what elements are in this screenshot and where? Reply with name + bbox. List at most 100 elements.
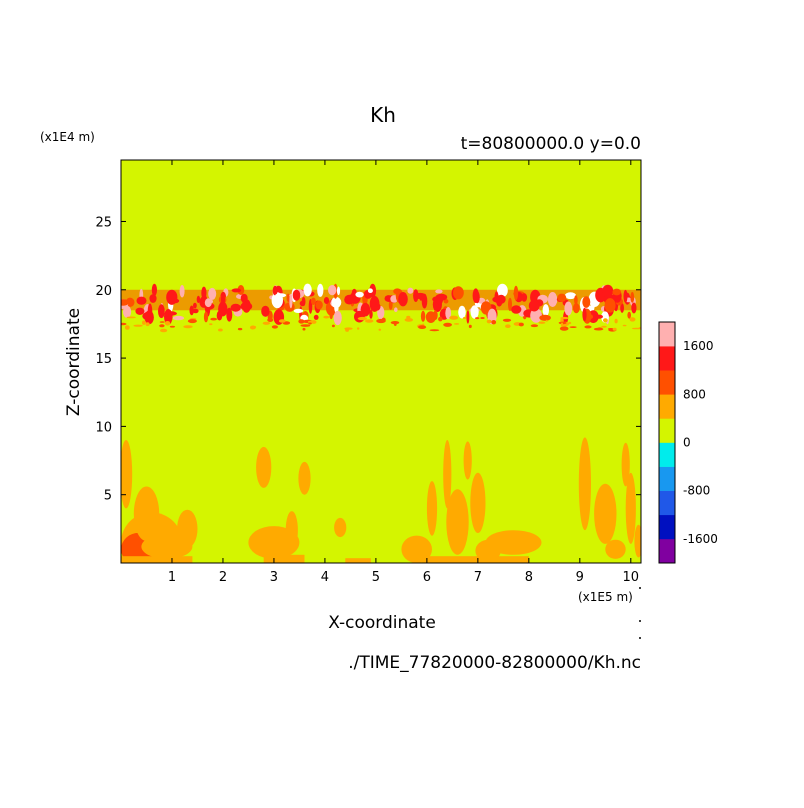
band-fragment [486, 319, 492, 324]
colorbar-segment [659, 394, 675, 419]
band-eddy [623, 289, 628, 303]
band-eddy [351, 288, 357, 299]
band-eddy [582, 307, 587, 322]
band-eddy [313, 314, 319, 320]
band-fragment [568, 321, 572, 325]
x-tick-label: 9 [576, 570, 584, 585]
band-fragment [209, 323, 213, 326]
band-fragment [210, 317, 218, 321]
band-eddy [612, 288, 621, 296]
band-fragment [480, 317, 485, 319]
band-fragment [468, 324, 472, 329]
band-fragment [449, 315, 459, 320]
band-fragment [629, 317, 636, 322]
band-fragment [218, 328, 223, 332]
band-eddy [511, 305, 522, 314]
band-eddy [453, 286, 464, 300]
band-fragment [502, 318, 512, 322]
colorbar-tick-label: 0 [683, 436, 691, 450]
band-fragment [249, 325, 256, 330]
band-fragment [569, 326, 577, 328]
band-fragment [418, 325, 427, 329]
band-eddy [470, 305, 479, 319]
y-axis-unit: (x1E4 m) [40, 130, 95, 144]
band-fragment [638, 327, 641, 329]
band-eddy [179, 285, 185, 298]
band-eddy [289, 293, 293, 309]
band-fragment [475, 317, 480, 320]
band-eddy [135, 307, 145, 315]
band-fragment [124, 325, 130, 330]
plume-contour [133, 486, 160, 542]
band-fragment [267, 318, 274, 322]
band-fragment [145, 322, 150, 327]
colorbar-tick-label: -800 [683, 484, 710, 498]
colorbar-segment [659, 322, 675, 347]
band-eddy [328, 285, 337, 296]
plume-contour [121, 440, 133, 509]
band-eddy [407, 287, 414, 294]
band-fragment [454, 323, 460, 325]
band-eddy [369, 295, 380, 312]
plume-contour [443, 440, 452, 509]
plume-contour [334, 517, 347, 538]
band-eddy [508, 297, 512, 312]
band-eddy [367, 288, 373, 294]
band-fragment [300, 324, 311, 327]
band-fragment [187, 319, 197, 324]
band-eddy [151, 283, 157, 297]
band-fragment [262, 321, 271, 325]
band-fragment [133, 324, 143, 327]
band-eddy [311, 297, 316, 305]
band-fragment [491, 320, 497, 325]
band-eddy [196, 295, 201, 303]
colorbar-frame [658, 321, 676, 564]
plume-contour [594, 483, 617, 544]
band-fragment [302, 327, 306, 331]
colorbar-segment [659, 490, 675, 516]
x-tick-label: 8 [525, 570, 533, 585]
band-eddy [547, 292, 558, 307]
band-fragment [560, 322, 564, 327]
band-eddy [275, 293, 287, 298]
band-eddy [333, 310, 342, 326]
x-tick-label: 4 [321, 570, 329, 585]
band-eddy [192, 308, 199, 314]
colorbar-segment [659, 466, 675, 491]
band-eddy [425, 311, 436, 323]
y-tick-label: 15 [95, 352, 112, 367]
band-eddy [189, 305, 194, 316]
band-fragment [310, 320, 317, 324]
band-eddy [398, 292, 408, 307]
band-eddy [564, 301, 573, 316]
band-eddy [272, 285, 278, 296]
band-fragment [443, 322, 452, 327]
band-eddy [394, 307, 398, 313]
x-tick-label: 1 [168, 570, 176, 585]
band-eddy [572, 303, 580, 314]
colorbar-segment [659, 346, 675, 371]
band-eddy [292, 289, 301, 301]
band-fragment [429, 329, 440, 332]
plume-contour [177, 509, 198, 548]
band-eddy [419, 293, 423, 301]
x-tick-label: 5 [372, 570, 380, 585]
plume-contour [463, 441, 472, 480]
plume-contour [621, 442, 630, 487]
band-fragment [323, 315, 330, 319]
band-eddy [344, 294, 355, 305]
band-fragment [126, 316, 136, 319]
band-eddy [458, 305, 466, 319]
band-fragment [308, 322, 312, 325]
band-eddy [435, 289, 443, 294]
heatmap-field [121, 160, 641, 563]
band-fragment [344, 327, 353, 330]
band-fragment [237, 327, 243, 331]
band-fragment [559, 326, 569, 331]
plume-contour [605, 539, 626, 559]
colorbar-tick-label: 800 [683, 387, 706, 401]
band-fragment [438, 316, 443, 322]
band-fragment [608, 328, 614, 330]
band-eddy [443, 298, 449, 304]
surface-layer [345, 558, 371, 563]
